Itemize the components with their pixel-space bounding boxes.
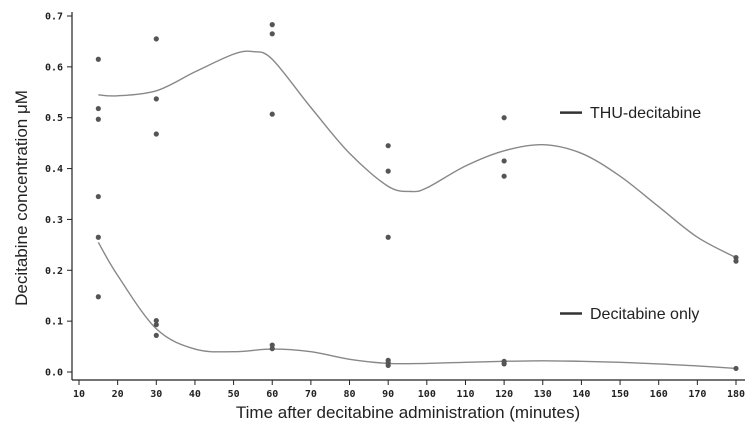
x-tick-label: 170 — [688, 389, 706, 400]
x-tick-label: 80 — [344, 389, 356, 400]
x-tick-label: 100 — [418, 389, 436, 400]
x-tick-label: 110 — [456, 389, 474, 400]
x-tick-label: 40 — [189, 389, 201, 400]
x-tick-label: 60 — [266, 389, 278, 400]
legend: THU-decitabine Decitabine only — [560, 105, 701, 323]
series-1-point — [385, 143, 391, 149]
x-tick-label: 30 — [150, 389, 162, 400]
x-tick-label: 150 — [611, 389, 629, 400]
x-axis: 10 20 30 40 50 60 70 80 90 100 110 120 130 140 150 160 1… — [73, 380, 745, 400]
y-tick-label: 0.0 — [45, 368, 63, 379]
y-tick-label: 0.7 — [45, 12, 63, 23]
series-2-point — [269, 342, 275, 348]
series-1-point — [95, 56, 101, 62]
x-tick-label: 10 — [73, 389, 85, 400]
x-axis-title: Time after decitabine administration (mi… — [236, 403, 580, 422]
series-1-fit-curve — [98, 50, 737, 259]
x-tick-label: 160 — [650, 389, 668, 400]
series-2-point — [501, 361, 507, 367]
x-tick-label: 70 — [305, 389, 317, 400]
fit-curves — [97, 50, 737, 370]
x-tick-label: 90 — [382, 389, 394, 400]
y-tick-label: 0.4 — [45, 164, 63, 175]
series-1-point — [501, 173, 507, 179]
series-2-point — [95, 294, 101, 300]
y-tick-label: 0.3 — [45, 215, 63, 226]
series-1-point — [95, 105, 101, 112]
series-1-point — [501, 115, 507, 121]
series-1-point — [269, 111, 275, 117]
series-1-point — [733, 254, 739, 261]
series-1-point — [385, 234, 391, 240]
x-tick-label: 140 — [572, 389, 590, 400]
x-tick-label: 20 — [112, 389, 124, 400]
y-axis: 0.0 0.1 0.2 0.3 0.4 0.5 0.6 0.7 — [45, 12, 72, 379]
series-1-point — [733, 258, 739, 264]
legend-label: Decitabine only — [590, 306, 699, 323]
series-2-point — [153, 332, 159, 338]
series-1-point — [269, 22, 275, 28]
series-1-point — [501, 158, 507, 164]
series-1-point — [95, 116, 101, 122]
y-tick-label: 0.2 — [45, 266, 63, 277]
x-tick-label: 180 — [727, 389, 745, 400]
series-1-point — [153, 131, 159, 137]
y-tick-label: 0.6 — [45, 62, 63, 73]
series-2-point — [153, 322, 159, 328]
series-1-point — [269, 31, 275, 37]
series-1-point — [95, 234, 101, 240]
x-tick-label: 120 — [495, 389, 513, 400]
y-axis-title: Decitabine concentration μM — [12, 90, 31, 306]
series-1-point — [95, 193, 101, 200]
series-2-point — [385, 362, 391, 368]
plot-frame — [71, 12, 745, 381]
series-1-point — [153, 36, 159, 42]
x-tick-label: 130 — [534, 389, 552, 400]
x-tick-label: 50 — [228, 389, 240, 400]
series-2-point — [733, 365, 739, 372]
series-2-fit-curve — [97, 241, 737, 370]
series-2-point — [153, 318, 159, 324]
y-tick-label: 0.1 — [45, 317, 63, 328]
data-points — [95, 22, 739, 372]
legend-label: THU-decitabine — [590, 105, 701, 122]
series-1-point — [385, 168, 391, 174]
series-2-point — [269, 346, 275, 352]
series-1-point — [153, 96, 159, 102]
y-tick-label: 0.5 — [45, 113, 63, 124]
